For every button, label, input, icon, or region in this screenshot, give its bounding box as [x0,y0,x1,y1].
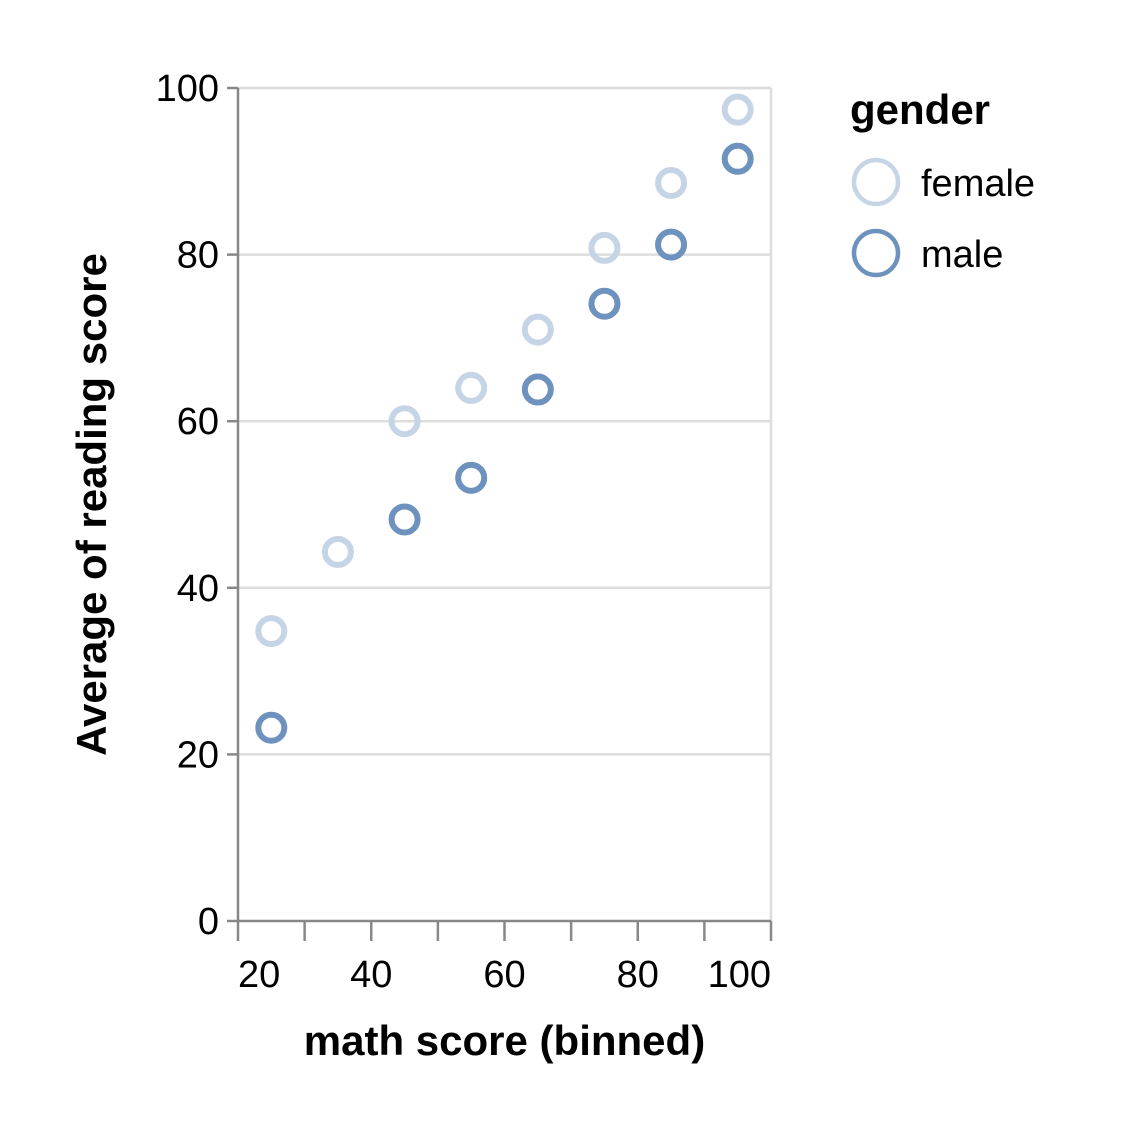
legend-symbol-male [851,228,901,278]
gridlines [238,86,771,756]
legend-symbol-female [851,157,901,207]
point-male [721,142,754,175]
point-female [655,166,688,199]
point-male [455,461,488,494]
x-tick-label: 40 [350,954,392,996]
point-male [255,711,288,744]
y-tick-label: 80 [177,235,219,277]
point-female [588,231,621,264]
point-male [388,503,421,536]
x-axis-title: math score (binned) [304,1017,705,1064]
x-tick-label: 20 [238,954,280,996]
point-female [455,371,488,404]
x-tick-label: 100 [708,954,771,996]
point-female [721,93,754,126]
legend-label-male: male [921,234,1003,276]
data-points [255,93,754,744]
point-male [655,228,688,261]
point-male [521,373,554,406]
y-tick-label: 60 [177,401,219,443]
legend-label-female: female [921,163,1035,205]
plot-frame [238,86,773,921]
point-female [521,313,554,346]
y-axis-title: Average of reading score [68,253,115,756]
y-tick-label: 40 [177,568,219,610]
point-male [588,287,621,320]
x-tick-label: 80 [617,954,659,996]
y-tick-label: 20 [177,734,219,776]
point-female [255,615,288,648]
legend: gender female male [850,86,1035,278]
point-female [321,535,354,568]
y-tick-label: 100 [156,68,219,110]
axes: 0 20 40 60 80 100 20 40 60 80 100 [156,68,773,996]
point-female [388,405,421,438]
y-tick-label: 0 [198,901,219,943]
legend-title: gender [850,86,990,133]
x-tick-label: 60 [483,954,525,996]
